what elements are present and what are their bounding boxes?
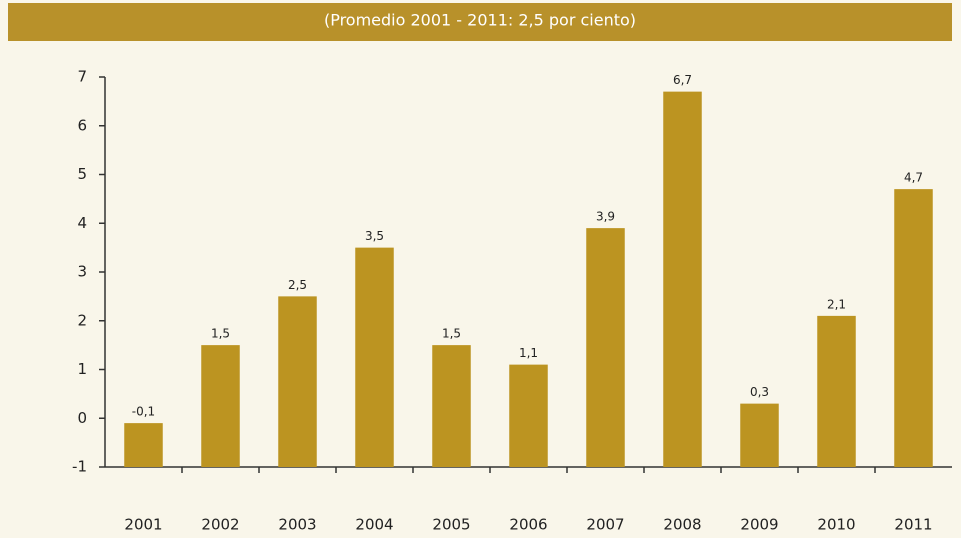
x-tick-label: 2011 bbox=[894, 516, 932, 534]
y-tick-label: 5 bbox=[77, 165, 87, 183]
data-label: 1,5 bbox=[442, 327, 461, 341]
x-tick-label: 2008 bbox=[663, 516, 701, 534]
y-tick-label: 6 bbox=[77, 116, 87, 134]
bar bbox=[663, 91, 702, 467]
data-label: 3,5 bbox=[365, 229, 384, 243]
bar bbox=[894, 189, 933, 467]
bar bbox=[817, 315, 856, 467]
bar bbox=[586, 228, 625, 467]
data-label: 2,1 bbox=[827, 297, 846, 311]
x-tick-label: 2006 bbox=[509, 516, 547, 534]
y-tick-label: 3 bbox=[77, 263, 87, 281]
chart-title: (Promedio 2001 - 2011: 2,5 por ciento) bbox=[324, 11, 636, 30]
data-label: 4,7 bbox=[904, 171, 923, 185]
x-tick-label: 2009 bbox=[740, 516, 778, 534]
y-tick-label: 7 bbox=[77, 68, 87, 86]
x-tick-label: 2005 bbox=[432, 516, 470, 534]
data-label: 3,9 bbox=[596, 210, 615, 224]
data-label: 1,1 bbox=[519, 346, 538, 360]
y-tick-label: 4 bbox=[77, 214, 87, 232]
y-tick-label: -1 bbox=[72, 458, 87, 476]
bar bbox=[278, 296, 317, 467]
title-band bbox=[8, 3, 952, 41]
data-label: 0,3 bbox=[750, 385, 769, 399]
bar bbox=[432, 345, 471, 467]
x-tick-label: 2003 bbox=[278, 516, 316, 534]
data-label: -0,1 bbox=[132, 405, 155, 419]
x-tick-label: 2004 bbox=[355, 516, 393, 534]
y-tick-label: 1 bbox=[77, 360, 87, 378]
bar bbox=[509, 364, 548, 467]
x-tick-label: 2001 bbox=[124, 516, 162, 534]
y-tick-label: 2 bbox=[77, 311, 87, 329]
bar bbox=[124, 423, 163, 467]
x-tick-label: 2010 bbox=[817, 516, 855, 534]
bar bbox=[355, 247, 394, 467]
x-tick-label: 2002 bbox=[201, 516, 239, 534]
x-tick-label: 2007 bbox=[586, 516, 624, 534]
bar bbox=[201, 345, 240, 467]
y-tick-label: 0 bbox=[77, 409, 87, 427]
data-label: 1,5 bbox=[211, 327, 230, 341]
bar bbox=[740, 403, 779, 467]
data-label: 6,7 bbox=[673, 73, 692, 87]
data-label: 2,5 bbox=[288, 278, 307, 292]
